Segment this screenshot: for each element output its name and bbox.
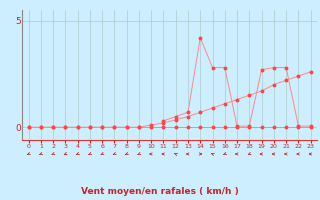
Text: Vent moyen/en rafales ( km/h ): Vent moyen/en rafales ( km/h ) [81, 187, 239, 196]
